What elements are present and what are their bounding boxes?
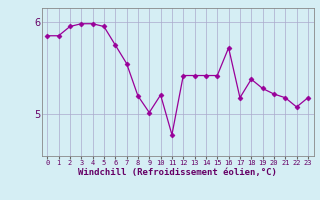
X-axis label: Windchill (Refroidissement éolien,°C): Windchill (Refroidissement éolien,°C): [78, 168, 277, 177]
